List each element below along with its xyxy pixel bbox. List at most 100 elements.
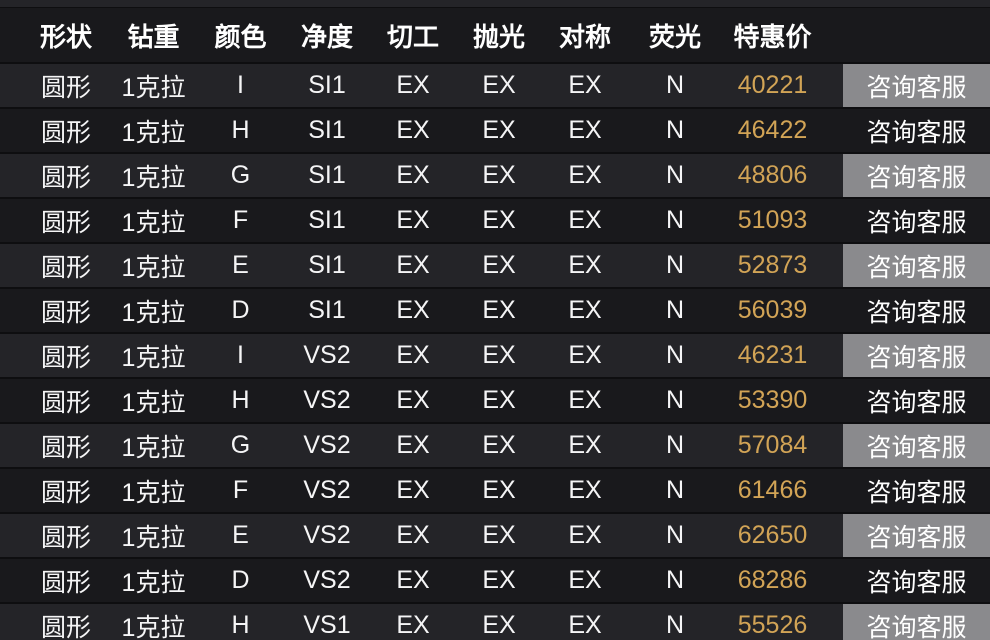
consult-service-button[interactable]: 咨询客服 [843,289,990,332]
cell-price: 61466 [737,476,808,504]
consult-service-button[interactable]: 咨询客服 [843,514,990,557]
cell-carat: 1克拉 [121,433,186,462]
cell-shape: 圆形 [40,613,91,640]
top-strip [0,0,990,8]
cell-action: 咨询客服 [843,469,990,512]
cell-symmetry: EX [568,116,602,144]
cell-symmetry: EX [568,251,602,279]
cell-action: 咨询客服 [843,559,990,602]
cell-clarity: SI1 [308,206,346,234]
consult-service-button[interactable]: 咨询客服 [843,379,990,422]
cell-carat: 1克拉 [121,343,186,372]
cell-color: G [230,431,251,459]
cell-polish: EX [482,341,516,369]
cell-fluorescence: N [665,206,685,234]
cell-shape: 圆形 [40,253,91,282]
cell-shape: 圆形 [40,388,91,417]
table-row: 圆形 1克拉 F VS2 EX EX EX N 61466 咨询客服 [0,469,990,514]
cell-shape: 圆形 [40,568,91,597]
cell-symmetry: EX [568,296,602,324]
table-row: 圆形 1克拉 H VS2 EX EX EX N 53390 咨询客服 [0,379,990,424]
consult-service-button[interactable]: 咨询客服 [843,154,990,197]
cell-carat: 1克拉 [121,568,186,597]
cell-price: 52873 [737,251,808,279]
cell-action: 咨询客服 [843,64,990,107]
cell-action: 咨询客服 [843,244,990,287]
cell-cut: EX [396,521,430,549]
cell-carat: 1克拉 [121,298,186,327]
cell-carat: 1克拉 [121,478,186,507]
cell-symmetry: EX [568,71,602,99]
cell-cut: EX [396,206,430,234]
cell-carat: 1克拉 [121,523,186,552]
cell-carat: 1克拉 [121,163,186,192]
table-row: 圆形 1克拉 F SI1 EX EX EX N 51093 咨询客服 [0,199,990,244]
consult-service-button[interactable]: 咨询客服 [843,604,990,640]
consult-service-button[interactable]: 咨询客服 [843,64,990,107]
consult-service-button[interactable]: 咨询客服 [843,469,990,512]
header-shape: 形状 [39,21,92,52]
cell-color: D [231,566,250,594]
table-row: 圆形 1克拉 H VS1 EX EX EX N 55526 咨询客服 [0,604,990,640]
table-row: 圆形 1克拉 H SI1 EX EX EX N 46422 咨询客服 [0,109,990,154]
cell-cut: EX [396,71,430,99]
cell-action: 咨询客服 [843,289,990,332]
cell-polish: EX [482,116,516,144]
consult-service-button[interactable]: 咨询客服 [843,559,990,602]
cell-shape: 圆形 [40,343,91,372]
cell-symmetry: EX [568,566,602,594]
cell-action: 咨询客服 [843,379,990,422]
cell-price: 62650 [737,521,808,549]
cell-color: F [232,206,249,234]
cell-cut: EX [396,161,430,189]
cell-color: H [231,116,250,144]
cell-clarity: SI1 [308,251,346,279]
cell-symmetry: EX [568,431,602,459]
cell-clarity: VS2 [303,386,351,414]
cell-clarity: VS2 [303,521,351,549]
cell-cut: EX [396,296,430,324]
cell-shape: 圆形 [40,118,91,147]
cell-action: 咨询客服 [843,199,990,242]
cell-fluorescence: N [665,161,685,189]
cell-shape: 圆形 [40,73,91,102]
cell-symmetry: EX [568,476,602,504]
consult-service-button[interactable]: 咨询客服 [843,109,990,152]
cell-polish: EX [482,206,516,234]
cell-fluorescence: N [665,476,685,504]
cell-clarity: SI1 [308,71,346,99]
cell-price: 46422 [737,116,808,144]
table-row: 圆形 1克拉 D SI1 EX EX EX N 56039 咨询客服 [0,289,990,334]
cell-carat: 1克拉 [121,613,186,640]
cell-shape: 圆形 [40,478,91,507]
consult-service-button[interactable]: 咨询客服 [843,199,990,242]
cell-cut: EX [396,611,430,639]
header-color: 颜色 [214,21,267,52]
cell-clarity: VS2 [303,476,351,504]
consult-service-button[interactable]: 咨询客服 [843,424,990,467]
table-row: 圆形 1克拉 E SI1 EX EX EX N 52873 咨询客服 [0,244,990,289]
cell-price: 53390 [737,386,808,414]
table-body: 圆形 1克拉 I SI1 EX EX EX N 40221 咨询客服 圆形 1克… [0,64,990,640]
cell-cut: EX [396,566,430,594]
cell-symmetry: EX [568,611,602,639]
cell-polish: EX [482,521,516,549]
table-row: 圆形 1克拉 I VS2 EX EX EX N 46231 咨询客服 [0,334,990,379]
cell-polish: EX [482,161,516,189]
table-row: 圆形 1克拉 I SI1 EX EX EX N 40221 咨询客服 [0,64,990,109]
cell-cut: EX [396,386,430,414]
cell-symmetry: EX [568,341,602,369]
cell-shape: 圆形 [40,523,91,552]
header-clarity: 净度 [300,21,353,52]
cell-carat: 1克拉 [121,208,186,237]
cell-price: 51093 [737,206,808,234]
cell-clarity: SI1 [308,161,346,189]
cell-symmetry: EX [568,161,602,189]
header-fluorescence: 荧光 [648,21,701,52]
consult-service-button[interactable]: 咨询客服 [843,334,990,377]
cell-color: E [232,521,249,549]
cell-fluorescence: N [665,386,685,414]
cell-price: 55526 [737,611,808,639]
consult-service-button[interactable]: 咨询客服 [843,244,990,287]
